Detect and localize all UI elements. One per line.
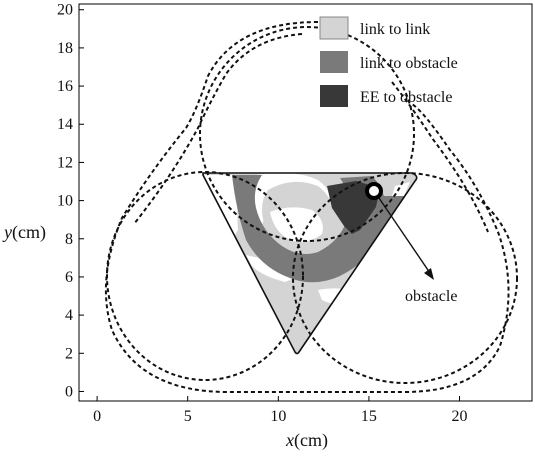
y-axis-title: y(cm) [2,222,46,243]
y-tick-label: 0 [65,383,73,400]
obstacle-label: obstacle [405,288,457,305]
y-tick-label: 8 [65,231,73,248]
inner-boundary-curve [133,33,303,225]
y-tick-label: 10 [57,193,73,210]
y-tick-label: 14 [57,116,73,133]
legend: link to link link to obstacle EE to obst… [319,16,458,107]
legend-label-link-to-link: link to link [360,21,430,38]
x-axis-ticks: 0 5 10 15 20 [93,396,468,425]
legend-swatch-link-to-obstacle [320,51,348,73]
y-tick-label: 6 [65,269,73,286]
workspace-boundary [202,172,418,355]
right-circle [292,172,518,384]
reachability-curves [104,21,518,393]
legend-swatch-link-to-link [319,16,349,40]
x-tick-label: 5 [184,408,192,425]
inner-boundary-curve-right [391,81,489,233]
outer-boundary-curve [104,21,510,393]
legend-label-link-to-obstacle: link to obstacle [360,55,458,72]
x-tick-label: 15 [361,408,377,425]
collision-regions [203,173,417,354]
y-tick-label: 4 [65,307,73,324]
obstacle-arrow-line [378,197,431,274]
x-tick-label: 0 [93,408,101,425]
x-tick-label: 10 [270,408,286,425]
plot-frame [78,3,533,402]
free-space-region [270,207,323,242]
left-circle [106,171,304,381]
y-tick-label: 20 [57,2,73,19]
legend-label-ee-to-obstacle: EE to obstacle [360,89,452,106]
free-space-region [392,182,410,200]
top-circle [199,26,415,242]
obstacle-marker-inner [369,186,379,196]
y-tick-label: 12 [57,154,73,171]
x-tick-label: 20 [452,408,468,425]
y-tick-label: 18 [57,40,73,57]
obstacle-arrow-head [424,268,434,280]
legend-swatch-ee-to-obstacle [320,85,348,107]
y-tick-label: 2 [65,345,73,362]
x-axis-title: x(cm) [285,430,328,451]
y-axis-ticks: 0 2 4 6 8 10 12 14 16 18 20 [57,2,84,400]
y-tick-label: 16 [57,78,73,95]
